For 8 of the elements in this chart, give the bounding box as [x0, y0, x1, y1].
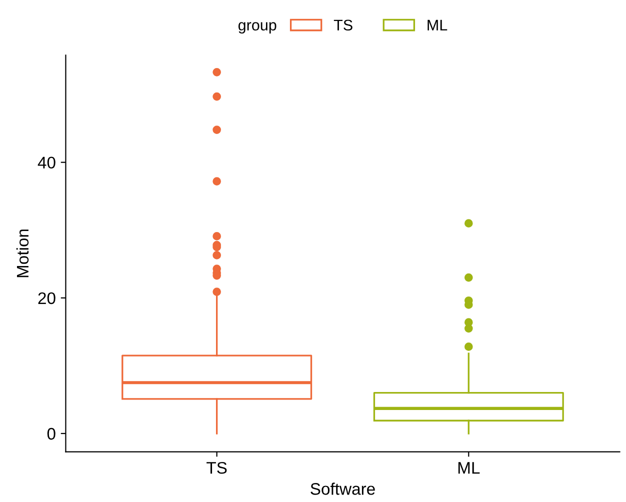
y-tick-label: 20 [38, 292, 56, 304]
y-axis-title: Motion [16, 230, 29, 278]
legend-label: ML [428, 20, 448, 30]
y-tick-label: 0 [47, 428, 56, 440]
legend-label: TS [334, 20, 352, 31]
legend-title: group [238, 22, 276, 34]
x-axis-title: Software [310, 482, 375, 495]
y-tick-label: 40 [38, 156, 56, 169]
